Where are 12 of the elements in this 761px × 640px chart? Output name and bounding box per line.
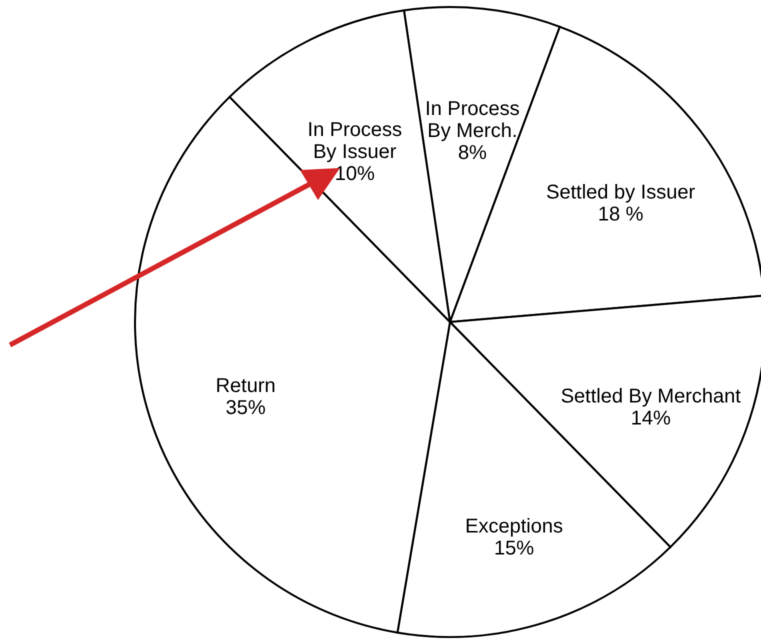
data-label: 35% — [226, 397, 266, 420]
data-label: 15% — [494, 537, 534, 560]
data-label: 18 % — [598, 203, 644, 226]
slice-label: In Process By Issuer — [308, 119, 402, 164]
slice-label: Return — [216, 375, 276, 398]
slice-label: Exceptions — [465, 515, 563, 538]
data-label: 10% — [334, 163, 375, 186]
data-label: 14% — [630, 408, 671, 430]
data-label: 8% — [458, 142, 488, 164]
slice-label: In Process By Merch. — [425, 98, 520, 142]
slice-label: Settled by Issuer — [546, 181, 696, 204]
slice-label: Settled By Merchant — [560, 386, 742, 408]
